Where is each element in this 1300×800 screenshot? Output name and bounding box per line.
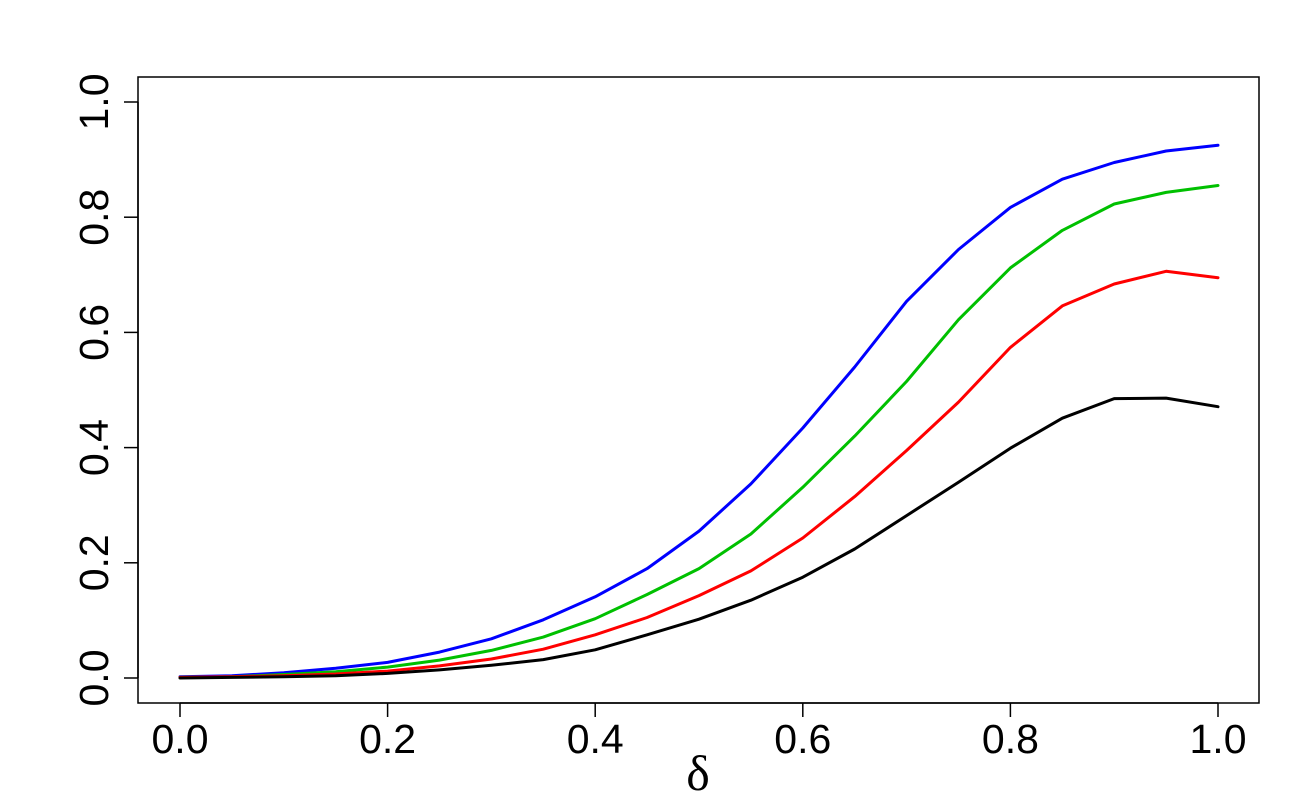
- x-tick-label: 0.8: [982, 716, 1039, 762]
- series-layer: [178, 143, 1220, 680]
- x-tick-label: 1.0: [1190, 716, 1247, 762]
- x-tick-label: 0.6: [774, 716, 831, 762]
- y-tick-label: 1.0: [71, 74, 117, 131]
- series-line-4: [178, 396, 1220, 680]
- series-line-1: [178, 143, 1220, 679]
- series-line-2: [178, 184, 1220, 679]
- y-tick-label: 0.8: [71, 189, 117, 246]
- x-tick-label: 0.4: [567, 716, 624, 762]
- x-axis-title: δ: [686, 745, 710, 800]
- y-tick-label: 0.0: [71, 650, 117, 707]
- y-axis: 0.0 0.2 0.4 0.6 0.8 1.0: [71, 74, 139, 707]
- y-tick-label: 0.2: [71, 534, 117, 591]
- y-tick-label: 0.4: [71, 419, 117, 476]
- y-tick-label: 0.6: [71, 304, 117, 361]
- series-line-3: [178, 269, 1220, 679]
- x-tick-label: 0.2: [359, 716, 416, 762]
- x-axis: 0.0 0.2 0.4 0.6 0.8 1.0: [152, 702, 1247, 762]
- x-tick-label: 0.0: [152, 716, 209, 762]
